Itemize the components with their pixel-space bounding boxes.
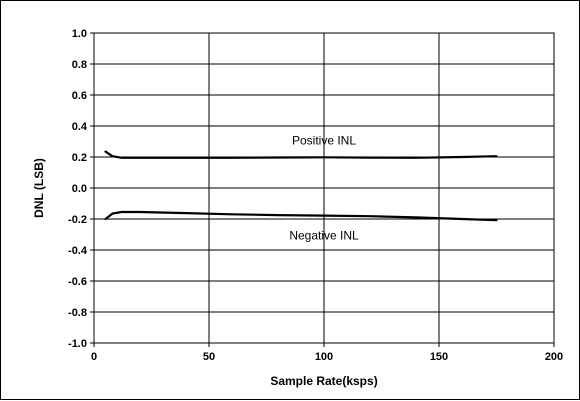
y-tick-label: 0.0 bbox=[72, 183, 87, 195]
y-tick-label: -1.0 bbox=[68, 338, 87, 350]
annotation-positive-inl: Positive INL bbox=[292, 134, 356, 148]
y-tick-label: 0.4 bbox=[72, 121, 88, 133]
series-line-negative-inl bbox=[104, 210, 498, 222]
x-tick-label: 0 bbox=[91, 351, 97, 363]
y-tick-label: 0.2 bbox=[72, 152, 87, 164]
x-axis-title: Sample Rate(ksps) bbox=[270, 374, 377, 388]
tick-labels: 1.0 0.8 0.6 0.4 0.2 0.0 -0.2 -0.4 -0.6 -0.8 -1.0 0 5… bbox=[68, 28, 563, 363]
y-tick-label: -0.8 bbox=[68, 307, 87, 319]
x-tick-label: 200 bbox=[545, 351, 563, 363]
grid bbox=[93, 32, 555, 344]
y-tick-label: -0.6 bbox=[68, 276, 87, 288]
x-tick-label: 150 bbox=[430, 351, 448, 363]
y-axis-title: DNL (LSB) bbox=[32, 158, 46, 218]
y-tick-label: 1.0 bbox=[72, 28, 87, 40]
series-lines bbox=[104, 150, 498, 222]
y-tick-label: -0.2 bbox=[68, 214, 87, 226]
series-line-positive-inl bbox=[104, 150, 498, 159]
y-tick-label: 0.8 bbox=[72, 59, 87, 71]
annotations: Positive INL Negative INL bbox=[289, 134, 359, 243]
y-tick-label: -0.4 bbox=[68, 245, 88, 257]
annotation-negative-inl: Negative INL bbox=[289, 228, 359, 242]
y-tick-label: 0.6 bbox=[72, 90, 87, 102]
x-tick-label: 100 bbox=[315, 351, 333, 363]
x-tick-label: 50 bbox=[203, 351, 215, 363]
